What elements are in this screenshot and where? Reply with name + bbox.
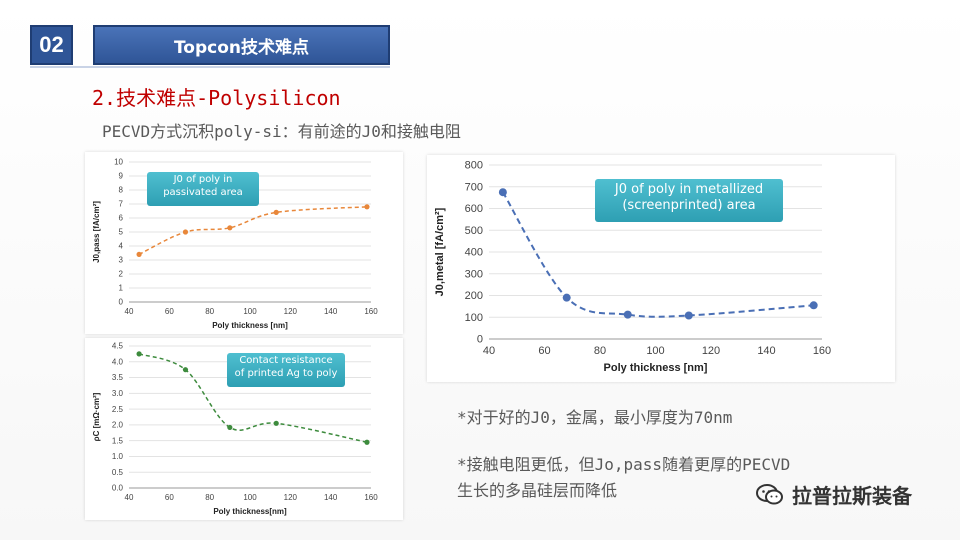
- data-point: [182, 367, 189, 373]
- chart-j0-metal-panel: 0 100 200 300 400 500 600 700 800 40 60 80 100 120 140…: [427, 155, 895, 382]
- series-line: [138, 206, 368, 256]
- x-tick-label: 140: [324, 307, 338, 316]
- y-tick-label: 8: [119, 186, 124, 195]
- y-tick-label: 9: [119, 172, 124, 181]
- chart-j0-metal: 0 100 200 300 400 500 600 700 800 40 60 80 100 120 140…: [434, 160, 831, 374]
- x-tick-label: 100: [243, 493, 257, 502]
- x-axis-label: Poly thickness[nm]: [213, 507, 287, 516]
- callout-line-1: Contact resistance: [239, 355, 333, 366]
- callout-line-1: J0 of poly in: [173, 174, 233, 185]
- callout-line-1: J0 of poly in metallized: [614, 182, 764, 197]
- x-tick-label: 80: [205, 307, 214, 316]
- y-tick-label: 7: [119, 200, 124, 209]
- data-point: [136, 351, 142, 357]
- y-tick-label: 5: [119, 228, 124, 237]
- y-tick-label: 0.5: [112, 468, 124, 477]
- x-tick-label: 40: [125, 307, 134, 316]
- data-point: [809, 301, 818, 310]
- y-tick-label: 0: [119, 298, 124, 307]
- subtitle: PECVD方式沉积poly-si：有前途的J0和接触电阻: [102, 122, 461, 141]
- data-point: [227, 225, 233, 231]
- x-tick-label: 40: [483, 345, 495, 357]
- section-number-badge: 02: [30, 25, 73, 65]
- x-tick-label: 160: [364, 493, 378, 502]
- callout-j0-metallized: J0 of poly in metallized (screenprinted)…: [595, 179, 783, 222]
- y-tick-label: 3.0: [112, 389, 124, 398]
- x-tick-label: 60: [165, 307, 174, 316]
- x-tick-label: 60: [165, 493, 174, 502]
- x-tick-label: 60: [538, 345, 550, 357]
- note-contact-resistance-line2: 生长的多晶硅层而降低: [457, 481, 618, 500]
- note-thickness: *对于好的J0，金属，最小厚度为70nm: [457, 408, 733, 427]
- y-axis-label: J0,pass [fA/cm²]: [92, 201, 101, 263]
- chart-contact-resistance-panel: 0.0 0.5 1.0 1.5 2.0 2.5 3.0 3.5 4.0 4.5 40 60 80 100 1…: [85, 338, 403, 520]
- x-tick-label: 140: [324, 493, 338, 502]
- x-tick-label: 120: [702, 345, 720, 357]
- y-tick-label: 1.5: [112, 436, 124, 445]
- y-tick-label: 6: [119, 214, 124, 223]
- data-point: [684, 311, 693, 320]
- x-tick-label: 160: [364, 307, 378, 316]
- y-axis-label: J0,metal [fA/cm²]: [434, 207, 446, 296]
- x-tick-label: 80: [205, 493, 214, 502]
- y-tick-label: 300: [465, 268, 483, 280]
- callout-line-2: passivated area: [163, 186, 243, 198]
- x-tick-label: 100: [243, 307, 257, 316]
- x-tick-label: 120: [284, 493, 298, 502]
- brand-logo: 拉普拉斯装备: [756, 480, 912, 509]
- data-point: [273, 420, 279, 426]
- brand-logo-text: 拉普拉斯装备: [792, 484, 912, 508]
- data-point: [562, 293, 571, 302]
- y-tick-label: 3.5: [112, 373, 124, 382]
- y-tick-label: 4.0: [112, 357, 124, 366]
- x-tick-label: 40: [125, 493, 134, 502]
- y-tick-label: 400: [465, 247, 483, 259]
- x-axis-label: Poly thickness [nm]: [604, 362, 708, 374]
- y-tick-label: 4: [119, 242, 124, 251]
- data-point: [498, 188, 507, 197]
- y-axis-label: ρC [mΩ·cm²]: [92, 392, 101, 441]
- data-point: [364, 204, 370, 210]
- x-tick-label: 120: [284, 307, 298, 316]
- slide-title-bar: Topcon技术难点: [93, 25, 390, 65]
- y-tick-label: 0.0: [112, 484, 124, 493]
- callout-j0-passivated: J0 of poly in passivated area: [147, 172, 259, 206]
- wechat-icon: [756, 483, 783, 504]
- y-tick-label: 2: [119, 270, 124, 279]
- y-tick-label: 700: [465, 181, 483, 193]
- y-tick-label: 600: [465, 203, 483, 215]
- y-tick-label: 2.5: [112, 405, 124, 414]
- y-tick-label: 200: [465, 290, 483, 302]
- x-tick-label: 160: [813, 345, 831, 357]
- y-tick-label: 800: [465, 160, 483, 172]
- x-tick-label: 80: [594, 345, 606, 357]
- x-tick-label: 100: [646, 345, 664, 357]
- data-point: [227, 424, 233, 431]
- callout-line-2: (screenprinted) area: [622, 198, 756, 214]
- y-tick-label: 4.5: [112, 342, 124, 351]
- callout-line-2: of printed Ag to poly: [234, 367, 338, 379]
- y-tick-label: 10: [114, 158, 123, 167]
- x-tick-label: 140: [757, 345, 775, 357]
- note-contact-resistance-line1: *接触电阻更低，但Jo,pass随着更厚的PECVD: [457, 455, 791, 474]
- callout-contact-resistance: Contact resistance of printed Ag to poly: [227, 353, 345, 387]
- data-point: [182, 229, 189, 235]
- section-title: 2.技术难点-Polysilicon: [92, 86, 341, 110]
- data-point: [623, 310, 632, 319]
- y-tick-label: 500: [465, 225, 483, 237]
- y-tick-label: 3: [119, 256, 124, 265]
- y-tick-label: 0: [477, 334, 483, 346]
- data-point: [273, 209, 279, 215]
- data-point: [364, 439, 370, 445]
- x-axis-label: Poly thickness [nm]: [212, 321, 288, 330]
- chart-j0-pass-panel: 0 1 2 3 4 5 6 7 8 9 10 40 60 80 100 120 140 160 Poly thick…: [85, 152, 403, 334]
- y-tick-label: 1.0: [112, 452, 124, 461]
- header-divider: [30, 66, 390, 68]
- y-tick-label: 1: [119, 284, 124, 293]
- y-tick-label: 2.0: [112, 421, 124, 430]
- data-point: [136, 251, 142, 257]
- series-line: [502, 191, 814, 318]
- y-tick-label: 100: [465, 312, 483, 324]
